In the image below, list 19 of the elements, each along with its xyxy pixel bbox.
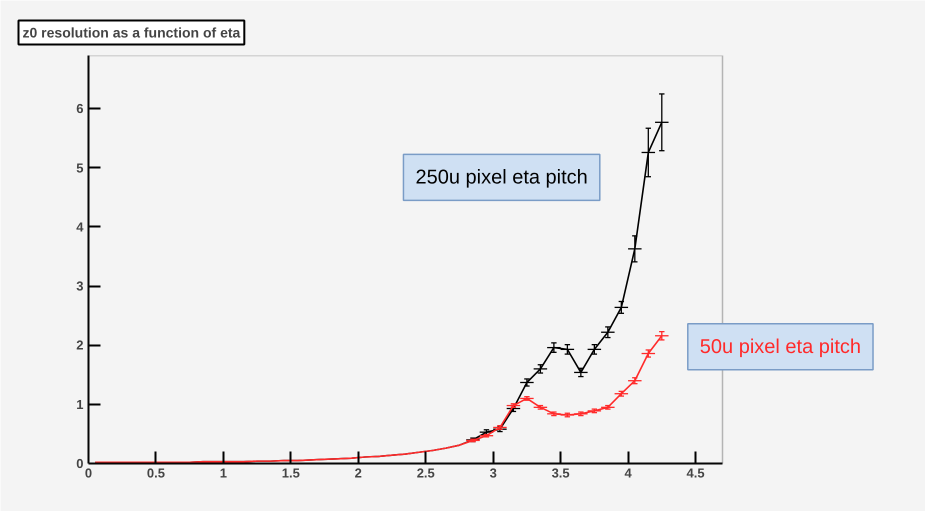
chart-title: z0 resolution as a function of eta (22, 24, 241, 40)
x-tick-label: 2.5 (416, 466, 435, 480)
y-tick-label: 0 (76, 456, 84, 471)
x-tick-label: 3 (490, 466, 497, 480)
y-tick-label: 2 (76, 338, 84, 353)
y-tick-label: 1 (76, 396, 84, 412)
y-tick-label: 4 (76, 219, 84, 234)
x-tick-label: 2 (354, 466, 362, 480)
text: 250u pixel eta pitch (415, 166, 588, 188)
x-tick-label: 0.5 (146, 466, 165, 480)
x-tick-label: 1.5 (282, 466, 300, 480)
series-label: 50u pixel eta pitch (700, 336, 862, 358)
y-tick-label: 6 (76, 101, 84, 116)
x-tick-label: 4.5 (686, 466, 705, 480)
x-tick-label: 1 (220, 466, 228, 480)
x-tick-label: 3.5 (552, 466, 570, 480)
y-tick-label: 5 (76, 160, 84, 176)
x-tick-label: 4 (624, 466, 632, 480)
y-tick-label: 3 (76, 278, 84, 294)
